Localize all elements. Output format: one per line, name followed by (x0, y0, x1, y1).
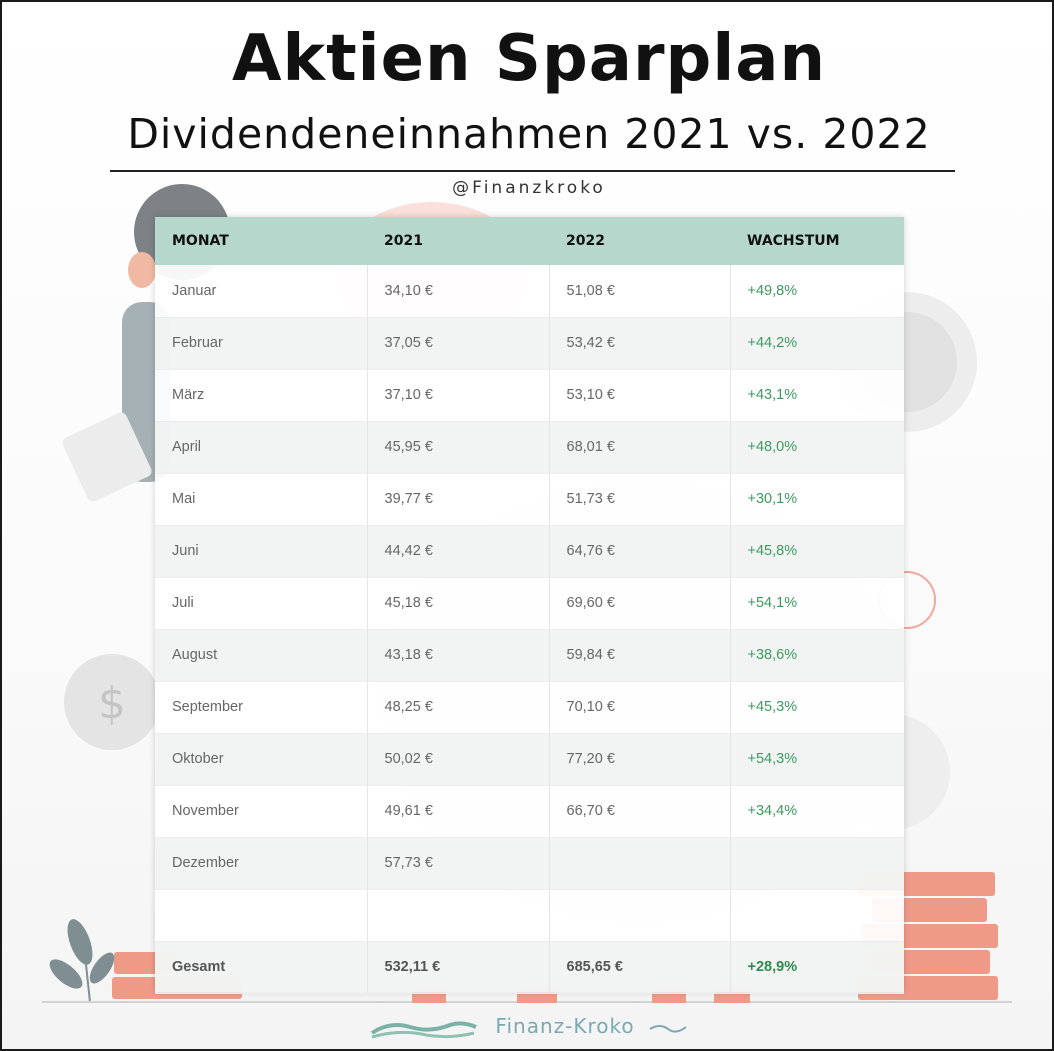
value-2022-cell: 77,20 € (549, 733, 731, 786)
svg-text:$: $ (98, 678, 126, 729)
page-title: Aktien Sparplan (231, 22, 827, 96)
month-cell (155, 889, 368, 942)
page-subtitle: Dividendeneinnahmen 2021 vs. 2022 (127, 110, 931, 158)
value-2022-cell: 68,01 € (549, 421, 731, 474)
value-2022-cell: 64,76 € (549, 525, 731, 578)
month-cell: November (155, 785, 368, 838)
value-2021-cell: 43,18 € (367, 629, 550, 682)
table-row: April 45,95 €68,01 € +48,0% (155, 421, 904, 474)
value-2022-cell: 51,08 € (549, 265, 731, 318)
table-row: Oktober 50,02 €77,20 € +54,3% (155, 733, 904, 786)
table-row: Dezember 57,73 € (155, 837, 904, 890)
column-header-month: MONAT (155, 217, 367, 265)
growth-cell: +30,1% (730, 473, 904, 526)
table-row: Februar 37,05 €53,42 € +44,2% (155, 317, 904, 370)
table-row: November 49,61 €66,70 € +34,4% (155, 785, 904, 838)
growth-cell: +34,4% (730, 785, 904, 838)
value-2021-cell: 50,02 € (367, 733, 550, 786)
month-cell: Juni (155, 525, 368, 578)
growth-cell: +44,2% (730, 317, 904, 370)
total-label: Gesamt (155, 941, 368, 994)
value-2021-cell: 39,77 € (367, 473, 550, 526)
month-cell: August (155, 629, 368, 682)
title-divider (110, 170, 955, 172)
month-cell: Juli (155, 577, 368, 630)
month-cell: April (155, 421, 368, 474)
value-2021-cell: 37,10 € (367, 369, 550, 422)
crocodile-logo-icon (370, 1020, 477, 1038)
dividend-table: MONAT 2021 2022 WACHSTUM Januar 34,10 €51… (155, 217, 904, 994)
month-cell: Januar (155, 265, 368, 318)
value-2021-cell: 45,95 € (367, 421, 550, 474)
growth-cell: +43,1% (730, 369, 904, 422)
month-cell: September (155, 681, 368, 734)
table-row: August 43,18 €59,84 € +38,6% (155, 629, 904, 682)
table-row: Mai 39,77 €51,73 € +30,1% (155, 473, 904, 526)
table-total-row: Gesamt 532,11 €685,65 € +28,9% (155, 941, 904, 994)
growth-cell: +54,1% (730, 577, 904, 630)
value-2022-cell: 53,42 € (549, 317, 731, 370)
value-2021-cell: 57,73 € (367, 837, 550, 890)
month-cell: Oktober (155, 733, 368, 786)
value-2022-cell: 66,70 € (549, 785, 731, 838)
table-header-row: MONAT 2021 2022 WACHSTUM (155, 217, 904, 265)
value-2022-cell: 51,73 € (549, 473, 731, 526)
value-2022-cell: 70,10 € (549, 681, 731, 734)
growth-cell: +45,8% (730, 525, 904, 578)
value-2021-cell: 37,05 € (367, 317, 550, 370)
table-row: Juli 45,18 €69,60 € +54,1% (155, 577, 904, 630)
value-2021-cell: 48,25 € (367, 681, 550, 734)
brand-name: Finanz-Kroko (495, 1014, 635, 1038)
table-row: März 37,10 €53,10 € +43,1% (155, 369, 904, 422)
total-2022: 685,65 € (549, 941, 731, 994)
value-2021-cell: 45,18 € (367, 577, 550, 630)
growth-cell: +48,0% (730, 421, 904, 474)
column-header-growth: WACHSTUM (730, 217, 904, 265)
month-cell: März (155, 369, 368, 422)
month-cell: Mai (155, 473, 368, 526)
total-growth: +28,9% (730, 941, 904, 994)
value-2022-cell: 59,84 € (549, 629, 731, 682)
table-row: Januar 34,10 €51,08 € +49,8% (155, 265, 904, 318)
dividend-table-card: MONAT 2021 2022 WACHSTUM Januar 34,10 €51… (155, 217, 904, 994)
brand-logo: Finanz-Kroko (2, 1014, 1052, 1041)
growth-cell (730, 889, 904, 942)
table-row: September 48,25 €70,10 € +45,3% (155, 681, 904, 734)
wave-icon (649, 1024, 687, 1033)
column-header-2021: 2021 (367, 217, 549, 265)
value-2021-cell: 44,42 € (367, 525, 550, 578)
growth-cell: +54,3% (730, 733, 904, 786)
table-row-empty (155, 889, 904, 942)
growth-cell (730, 837, 904, 890)
column-header-2022: 2022 (549, 217, 730, 265)
month-cell: Februar (155, 317, 368, 370)
value-2021-cell (367, 889, 550, 942)
growth-cell: +38,6% (730, 629, 904, 682)
table-row: Juni 44,42 €64,76 € +45,8% (155, 525, 904, 578)
social-handle: @Finanzkroko (452, 178, 606, 198)
value-2022-cell (549, 837, 731, 890)
value-2021-cell: 34,10 € (367, 265, 550, 318)
growth-cell: +49,8% (730, 265, 904, 318)
month-cell: Dezember (155, 837, 368, 890)
value-2022-cell (549, 889, 731, 942)
value-2022-cell: 69,60 € (549, 577, 731, 630)
value-2022-cell: 53,10 € (549, 369, 731, 422)
total-2021: 532,11 € (367, 941, 550, 994)
value-2021-cell: 49,61 € (367, 785, 550, 838)
growth-cell: +45,3% (730, 681, 904, 734)
